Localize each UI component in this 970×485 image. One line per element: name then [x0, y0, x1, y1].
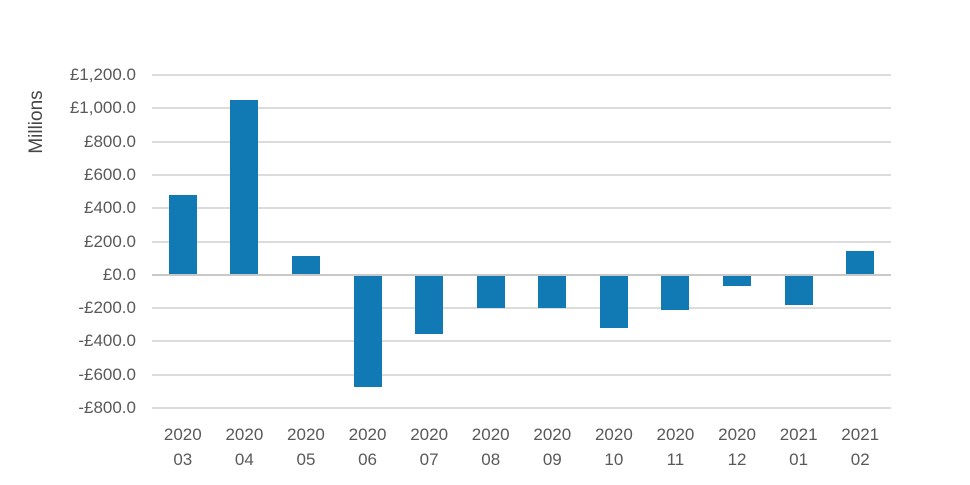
x-tick-label: 2020 08: [460, 422, 522, 472]
bar-2021-01: [784, 274, 813, 305]
bar-2020-10: [599, 274, 628, 329]
x-tick-month: 11: [666, 450, 685, 469]
bar-2020-11: [661, 274, 690, 310]
x-tick-year: 2020: [348, 425, 387, 444]
x-tick-label: 2020 04: [214, 422, 276, 472]
gridline: [152, 107, 891, 110]
x-tick-month: 12: [727, 450, 747, 469]
y-tick-label: -£800.0: [78, 398, 136, 417]
gridline: [152, 207, 891, 210]
y-axis: £1,200.0 £1,000.0 £800.0 £600.0 £400.0 £200.0…: [0, 65, 136, 417]
x-tick-year: 2020: [287, 425, 325, 444]
y-tick-label: £200.0: [84, 231, 136, 251]
zero-axis-line: [152, 273, 891, 276]
y-tick-label: -£600.0: [78, 364, 136, 384]
y-tick-label: £400.0: [84, 198, 136, 218]
x-tick-year: 2020: [410, 425, 449, 444]
x-tick-month: 03: [173, 450, 193, 469]
y-tick-label: £1,200.0: [69, 65, 136, 84]
y-tick-label: £600.0: [84, 164, 136, 184]
bar-2020-08: [476, 274, 505, 309]
x-tick-month: 01: [789, 450, 809, 469]
bar-2020-07: [415, 274, 444, 334]
x-tick-label: 2020 11: [645, 422, 707, 472]
x-tick-label: 2020 10: [583, 422, 645, 472]
x-tick-label: 2021 01: [768, 422, 830, 472]
x-tick-month: 10: [604, 450, 624, 469]
bar-2020-03: [168, 194, 197, 275]
gridline: [152, 407, 891, 409]
bar-2020-04: [230, 99, 259, 275]
x-tick-year: 2021: [841, 425, 880, 444]
x-tick-label: 2020 05: [275, 422, 337, 472]
x-axis: 2020 03 2020 04 2020 05 2020 06 2020 07 2020 08 2020…: [152, 422, 891, 477]
gridline: [152, 240, 891, 243]
y-tick-label: £1,000.0: [69, 98, 136, 118]
x-tick-month: 05: [296, 450, 316, 469]
x-tick-month: 04: [234, 450, 254, 469]
bar-2020-12: [723, 274, 752, 287]
y-tick-label: -£200.0: [78, 298, 136, 318]
bar-2020-09: [538, 274, 567, 309]
x-tick-year: 2020: [471, 425, 510, 444]
x-tick-month: 09: [542, 450, 562, 469]
bar-2020-06: [353, 274, 382, 388]
x-tick-year: 2021: [779, 425, 818, 444]
y-tick-label: -£400.0: [78, 331, 136, 351]
gridline: [152, 173, 891, 176]
x-tick-year: 2020: [594, 425, 633, 444]
x-tick-year: 2020: [656, 425, 695, 444]
gridline: [152, 373, 891, 376]
x-tick-year: 2020: [533, 425, 572, 444]
x-tick-label: 2020 06: [337, 422, 399, 472]
x-tick-year: 2020: [163, 425, 202, 444]
x-tick-label: 2021 02: [829, 422, 891, 472]
x-tick-month: 02: [850, 450, 870, 469]
x-tick-label: 2020 03: [152, 422, 214, 472]
x-tick-label: 2020 12: [706, 422, 768, 472]
x-tick-month: 06: [358, 450, 377, 469]
x-tick-label: 2020 09: [522, 422, 584, 472]
x-tick-month: 08: [481, 450, 501, 469]
gridline: [152, 340, 891, 343]
bar-2021-02: [846, 251, 875, 275]
y-tick-label: £800.0: [84, 131, 136, 151]
gridline: [152, 74, 891, 76]
x-tick-label: 2020 07: [398, 422, 460, 472]
plot-area: [152, 74, 891, 409]
gridline: [152, 140, 891, 143]
y-tick-label: £0.0: [102, 264, 136, 284]
x-tick-year: 2020: [225, 425, 264, 444]
bar-2020-05: [291, 256, 320, 275]
x-tick-month: 07: [419, 450, 439, 469]
x-tick-year: 2020: [718, 425, 756, 444]
gridline: [152, 307, 891, 310]
